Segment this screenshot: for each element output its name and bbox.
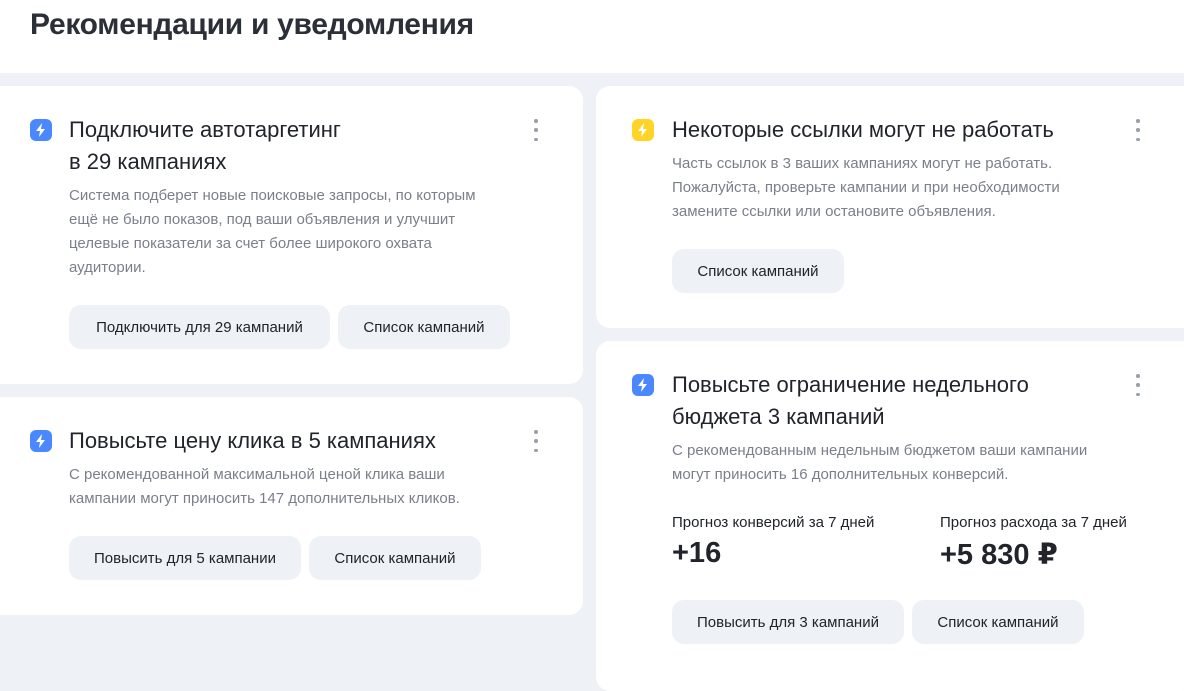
description-line: Часть ссылок в 3 ваших кампаниях могут н… [672,155,1053,172]
description-line: С рекомендованным недельным бюджетом ваш… [672,442,1088,459]
description-line: Пожалуйста, проверьте кампании и при нео… [672,179,1060,196]
card-title-line: в 29 кампаниях [69,149,227,174]
card-description: С рекомендованным недельным бюджетом ваш… [672,439,1087,487]
lightning-icon [632,119,654,141]
more-menu-icon[interactable] [531,430,541,452]
card-title-line: Повысьте ограничение недельного [672,372,1029,397]
card-title-line: Подключите автотаргетинг [69,117,341,142]
page-header: Рекомендации и уведомления [0,0,1184,73]
description-line: ещё не было показов, под ваши объявления… [69,211,456,228]
description-line: С рекомендованной максимальной ценой кли… [69,466,445,483]
card-description: Часть ссылок в 3 ваших кампаниях могут н… [672,152,1060,224]
conversion-forecast-value: +16 [672,537,722,569]
card-title: Повысьте цену клика в 5 кампаниях [69,428,436,453]
card-title: Некоторые ссылки могут не работать [672,117,1054,142]
description-line: аудитории. [69,259,146,276]
conversion-forecast-label: Прогноз конверсий за 7 дней [672,514,875,531]
lightning-icon [632,374,654,396]
spend-forecast-value: +5 830 ₽ [940,539,1058,571]
lightning-icon [30,430,52,452]
description-line: могут приносить 16 дополнительных конвер… [672,466,1009,483]
enable-autotargeting-button[interactable]: Подключить для 29 кампаний [69,305,330,349]
description-line: замените ссылки или остановите объявлени… [672,203,996,220]
description-line: кампании могут приносить 147 дополнитель… [69,490,460,507]
campaign-list-button[interactable]: Список кампаний [338,305,510,349]
card-description: С рекомендованной максимальной ценой кли… [69,463,460,511]
card-title: Подключите автотаргетинг в 29 кампаниях [69,114,341,178]
card-autotargeting: Подключите автотаргетинг в 29 кампаниях … [0,86,583,384]
card-description: Система подберет новые поисковые запросы… [69,184,476,280]
more-menu-icon[interactable] [531,119,541,141]
raise-budget-button[interactable]: Повысить для 3 кампаний [672,600,904,644]
card-weekly-budget: Повысьте ограничение недельного бюджета … [596,341,1184,691]
card-broken-links: Некоторые ссылки могут не работать Часть… [596,86,1184,328]
card-raise-bid: Повысьте цену клика в 5 кампаниях С реко… [0,397,583,615]
campaign-list-button[interactable]: Список кампаний [309,536,481,580]
page-title: Рекомендации и уведомления [30,8,474,41]
more-menu-icon[interactable] [1133,374,1143,396]
raise-bid-button[interactable]: Повысить для 5 кампании [69,536,301,580]
description-line: целевые показатели за счет более широког… [69,235,432,252]
description-line: Система подберет новые поисковые запросы… [69,187,476,204]
lightning-icon [30,119,52,141]
campaign-list-button[interactable]: Список кампаний [912,600,1084,644]
card-title-line: бюджета 3 кампаний [672,404,885,429]
card-title: Повысьте ограничение недельного бюджета … [672,369,1029,433]
more-menu-icon[interactable] [1133,119,1143,141]
spend-forecast-label: Прогноз расхода за 7 дней [940,514,1127,531]
campaign-list-button[interactable]: Список кампаний [672,249,844,293]
